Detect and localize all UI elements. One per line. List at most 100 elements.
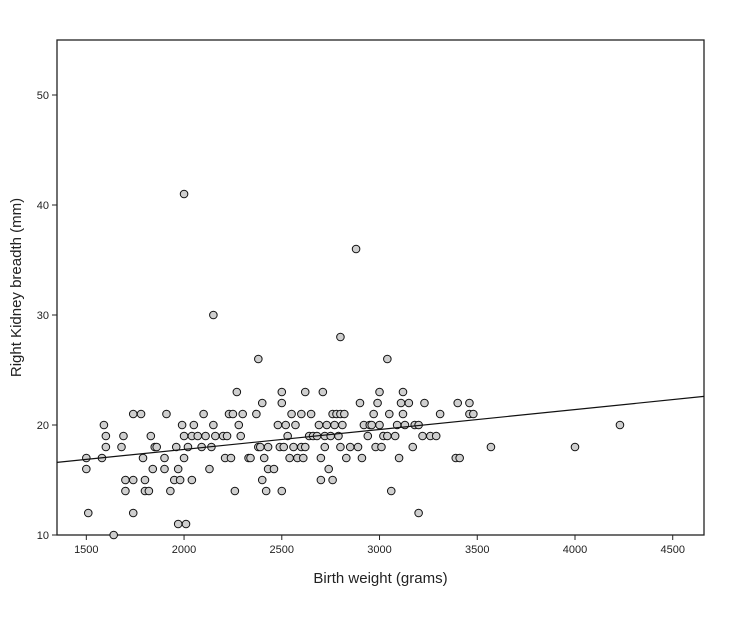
- data-point: [281, 420, 290, 430]
- data-point: [181, 519, 191, 529]
- x-tick-label: 4500: [660, 544, 684, 556]
- data-point: [193, 431, 203, 441]
- data-point: [283, 431, 292, 441]
- data-point: [211, 431, 220, 441]
- data-point: [173, 464, 183, 474]
- data-point: [173, 519, 183, 529]
- data-point: [330, 420, 339, 430]
- data-point: [570, 442, 580, 452]
- data-point: [615, 420, 625, 430]
- data-point: [234, 420, 244, 430]
- data-point: [82, 464, 91, 474]
- data-point: [386, 486, 396, 496]
- data-point: [128, 409, 138, 419]
- data-point: [336, 442, 345, 452]
- data-point: [326, 431, 335, 441]
- data-point: [390, 431, 400, 441]
- data-point: [257, 398, 267, 408]
- data-point: [238, 409, 247, 419]
- data-point: [353, 442, 363, 452]
- data-point: [82, 453, 91, 463]
- data-point: [338, 420, 347, 430]
- data-point: [279, 442, 289, 452]
- data-point: [128, 475, 138, 485]
- y-axis-ticks: 10 20 30 40 50: [37, 90, 57, 542]
- data-point: [162, 409, 171, 419]
- data-point: [160, 453, 169, 463]
- x-axis-title: Birth weight (grams): [313, 570, 447, 587]
- data-point: [101, 442, 111, 452]
- x-tick-label: 1500: [74, 544, 98, 556]
- data-point: [363, 431, 373, 441]
- data-point: [435, 409, 445, 419]
- data-point: [144, 486, 154, 496]
- data-point: [398, 387, 408, 397]
- data-point: [404, 398, 414, 408]
- data-point: [469, 409, 478, 419]
- data-point: [383, 354, 392, 364]
- y-tick-label: 20: [37, 420, 49, 432]
- data-point: [336, 332, 345, 342]
- y-tick-label: 10: [37, 530, 49, 542]
- data-point: [306, 409, 316, 419]
- data-point: [179, 431, 189, 441]
- x-axis-ticks: 1500 2000 2500 3000 3500 4000 4500: [74, 535, 685, 556]
- data-point: [246, 453, 255, 463]
- data-point: [152, 442, 161, 452]
- data-point: [297, 409, 306, 419]
- plot-frame: [56, 39, 705, 536]
- data-point: [259, 453, 269, 463]
- data-point: [328, 475, 337, 485]
- data-point: [316, 453, 326, 463]
- data-point: [345, 442, 355, 452]
- data-point: [230, 486, 240, 496]
- data-point: [318, 387, 328, 397]
- data-point: [177, 420, 187, 430]
- data-point: [236, 431, 246, 441]
- data-point: [300, 387, 310, 397]
- data-point: [228, 409, 238, 419]
- data-point: [226, 453, 236, 463]
- data-point: [289, 442, 298, 452]
- data-point: [277, 398, 287, 408]
- data-point: [324, 464, 334, 474]
- data-point: [277, 387, 287, 397]
- data-point: [277, 486, 287, 496]
- data-point: [99, 420, 109, 430]
- data-point: [384, 409, 394, 419]
- data-point: [232, 387, 242, 397]
- fit-line: [56, 395, 705, 463]
- data-point: [261, 486, 271, 496]
- data-point: [179, 453, 189, 463]
- data-point: [201, 431, 210, 441]
- data-point: [257, 475, 267, 485]
- y-axis-title: Right Kidney breadth (mm): [8, 198, 25, 377]
- data-point: [252, 409, 261, 419]
- data-point: [414, 508, 423, 518]
- data-point: [367, 420, 377, 430]
- data-point: [453, 398, 463, 408]
- data-point: [396, 398, 406, 408]
- data-point: [222, 431, 232, 441]
- data-point: [486, 442, 496, 452]
- x-tick-label: 3500: [465, 544, 489, 556]
- data-point: [136, 409, 146, 419]
- data-point: [291, 420, 300, 430]
- data-point: [138, 453, 148, 463]
- data-point: [287, 409, 296, 419]
- data-point: [398, 409, 408, 419]
- data-point: [146, 431, 156, 441]
- data-point: [355, 398, 365, 408]
- data-point: [187, 475, 197, 485]
- data-point: [140, 475, 150, 485]
- x-tick-label: 2000: [172, 544, 196, 556]
- data-point: [179, 189, 189, 199]
- data-point: [101, 431, 111, 441]
- data-point: [109, 530, 118, 540]
- data-point: [300, 442, 310, 452]
- data-point: [148, 464, 158, 474]
- data-point: [254, 354, 263, 364]
- data-point: [263, 442, 273, 452]
- data-point: [314, 420, 324, 430]
- data-point: [175, 475, 185, 485]
